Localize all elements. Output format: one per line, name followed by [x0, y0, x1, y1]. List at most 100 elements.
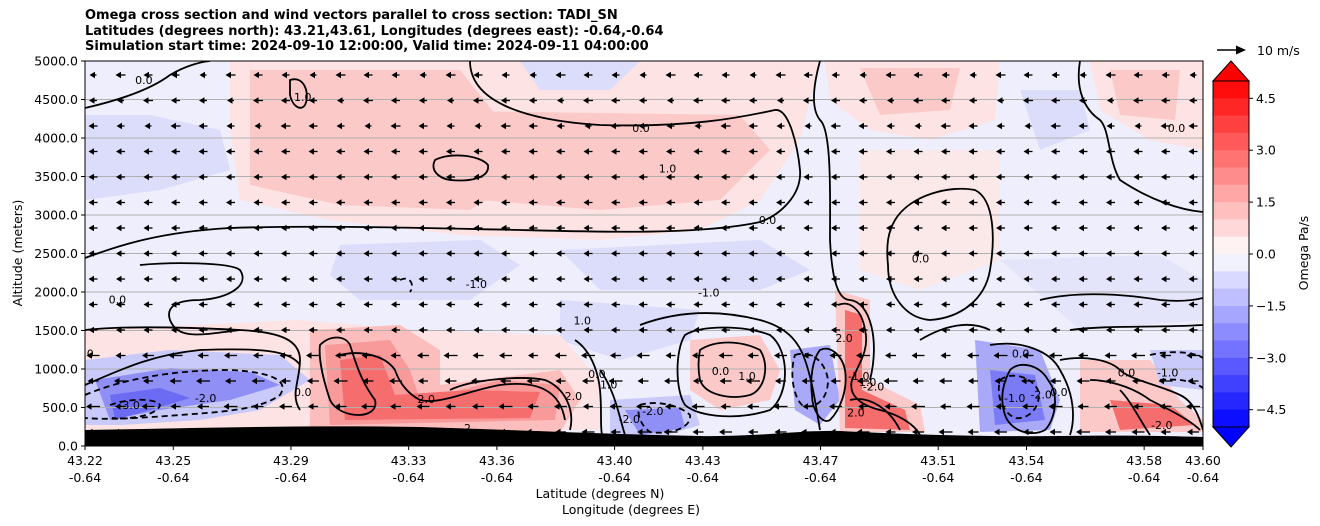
- wind-vector-head: [418, 148, 424, 155]
- contour-label: -1.0: [698, 287, 719, 300]
- y-tick-label: 1000.0: [34, 362, 78, 377]
- wind-vector-head: [281, 326, 287, 334]
- wind-vector: [499, 352, 512, 359]
- wind-vector: [611, 97, 620, 104]
- wind-vector-head: [996, 250, 1002, 257]
- wind-vector: [171, 97, 180, 104]
- wind-vector: [199, 97, 207, 104]
- wind-vector-head: [280, 122, 286, 130]
- wind-vector-head: [498, 403, 504, 410]
- wind-vector-head: [940, 122, 946, 130]
- wind-vector: [501, 275, 510, 283]
- wind-vector: [967, 428, 979, 436]
- wind-vector-head: [446, 250, 452, 257]
- wind-vector: [583, 301, 593, 308]
- wind-vector: [803, 326, 813, 334]
- wind-vector: [1078, 224, 1088, 232]
- wind-vector: [748, 275, 758, 283]
- wind-vector-head: [1160, 122, 1166, 130]
- wind-vector: [143, 224, 153, 232]
- wind-vector-head: [1106, 326, 1112, 334]
- wind-vector-head: [473, 97, 479, 104]
- colorbar-band: [1213, 115, 1249, 134]
- wind-vector: [1076, 377, 1090, 385]
- wind-vector: [1051, 97, 1060, 104]
- wind-vector: [418, 377, 428, 385]
- wind-vector: [693, 173, 703, 181]
- wind-vector-head: [637, 428, 643, 436]
- wind-vector-head: [996, 173, 1002, 181]
- wind-vector: [831, 250, 840, 257]
- wind-vector: [941, 71, 950, 79]
- wind-vector: [362, 377, 374, 385]
- wind-vector-head: [391, 275, 397, 283]
- wind-vector: [776, 199, 785, 206]
- wind-vector: [1106, 301, 1115, 308]
- wind-vector-head: [776, 122, 782, 130]
- wind-vector-head: [666, 275, 672, 283]
- y-tick-label: 5000.0: [34, 54, 78, 69]
- wind-vector: [968, 275, 978, 283]
- wind-vector: [638, 250, 648, 257]
- wind-vector-head: [529, 97, 535, 104]
- wind-vector-head: [913, 97, 919, 104]
- wind-vector-head: [666, 326, 672, 334]
- wind-vector: [336, 148, 345, 155]
- contour-line: [85, 348, 301, 386]
- contour-label: -2.0: [1151, 419, 1172, 432]
- wind-vector-head: [86, 403, 92, 410]
- wind-vector-head: [803, 148, 809, 155]
- wind-vector-head: [308, 173, 314, 181]
- wind-vector: [1188, 275, 1198, 283]
- wind-vector: [334, 403, 347, 410]
- wind-vector: [253, 250, 263, 257]
- wind-vector-head: [1077, 403, 1083, 410]
- wind-vector: [914, 122, 922, 130]
- wind-vector-head: [609, 403, 615, 410]
- wind-vector-head: [911, 352, 917, 359]
- wind-vector-head: [1105, 428, 1111, 436]
- wind-vector-head: [941, 148, 947, 155]
- wind-vector: [529, 97, 537, 104]
- wind-vector: [666, 173, 675, 181]
- wind-vector: [636, 352, 650, 359]
- wind-vector-head: [829, 403, 835, 410]
- wind-vector-head: [281, 301, 287, 308]
- wind-vector: [1078, 148, 1088, 155]
- wind-vector: [1188, 148, 1198, 155]
- wind-vector: [528, 122, 538, 130]
- wind-vector-head: [336, 122, 342, 130]
- contour-label: 1.0: [294, 91, 312, 104]
- wind-vector: [638, 301, 648, 308]
- wind-vector: [720, 122, 731, 130]
- wind-vector: [748, 250, 758, 257]
- wind-vector-head: [474, 122, 480, 130]
- colorbar-band: [1213, 409, 1249, 428]
- wind-vector: [308, 275, 318, 283]
- wind-vector: [996, 199, 1005, 206]
- contour-line-negative: [109, 398, 161, 420]
- wind-vector-head: [748, 224, 754, 232]
- wind-vector-head: [968, 224, 974, 232]
- wind-vector-head: [913, 224, 919, 232]
- wind-vector-head: [721, 275, 727, 283]
- wind-vector-head: [391, 301, 397, 308]
- wind-vector: [1161, 224, 1170, 232]
- contour-label: -2.0: [1030, 388, 1051, 401]
- wind-vector: [473, 275, 483, 283]
- wind-vector: [198, 173, 208, 181]
- omega-contour-lines: [85, 61, 1203, 436]
- wind-vector: [363, 97, 373, 104]
- wind-vector-head: [968, 173, 974, 181]
- wind-vector: [996, 275, 1005, 283]
- wind-vector-head: [226, 275, 232, 283]
- colorbar-tick-label: 4.5: [1256, 91, 1276, 106]
- wind-vector: [611, 173, 620, 181]
- wind-vector: [996, 224, 1005, 232]
- contour-line: [849, 398, 901, 431]
- wind-vector: [363, 301, 373, 308]
- wind-vector: [363, 148, 373, 155]
- contour-label: 0.0: [1050, 386, 1068, 399]
- wind-vector: [1049, 352, 1062, 359]
- wind-vector-head: [721, 97, 727, 104]
